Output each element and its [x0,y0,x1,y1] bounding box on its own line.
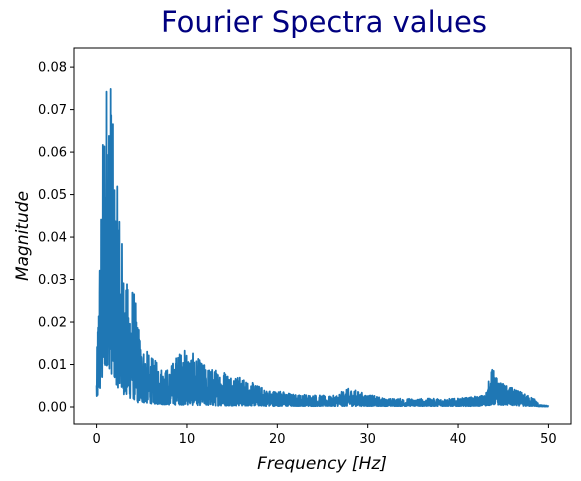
y-tick-label: 0.08 [38,61,67,76]
x-axis-ticks: 0 10 20 30 40 50 [92,424,557,447]
chart-title: Fourier Spectra values [161,5,487,39]
x-tick-label: 0 [92,432,100,447]
y-axis-label: Magnitude [13,191,33,281]
y-tick-label: 0.01 [38,358,67,373]
y-tick-label: 0.06 [38,146,67,161]
x-tick-label: 40 [450,432,467,447]
y-tick-label: 0.07 [38,103,67,118]
y-tick-label: 0.00 [38,401,67,416]
x-tick-label: 10 [179,432,196,447]
y-tick-label: 0.03 [38,273,67,288]
x-tick-label: 20 [269,432,286,447]
x-tick-label: 50 [540,432,557,447]
plot-frame [73,47,572,425]
x-axis-label: Frequency [Hz] [257,454,387,474]
y-axis-ticks: 0.00 0.01 0.02 0.03 0.04 0.05 0.06 0.07 0.08 [38,61,74,416]
y-tick-label: 0.02 [38,316,67,331]
y-tick-label: 0.05 [38,188,67,203]
y-tick-label: 0.04 [38,231,67,246]
series-layer [95,88,550,408]
spectrum-series-line [95,88,550,408]
x-tick-label: 30 [359,432,376,447]
plot-area [73,47,572,425]
